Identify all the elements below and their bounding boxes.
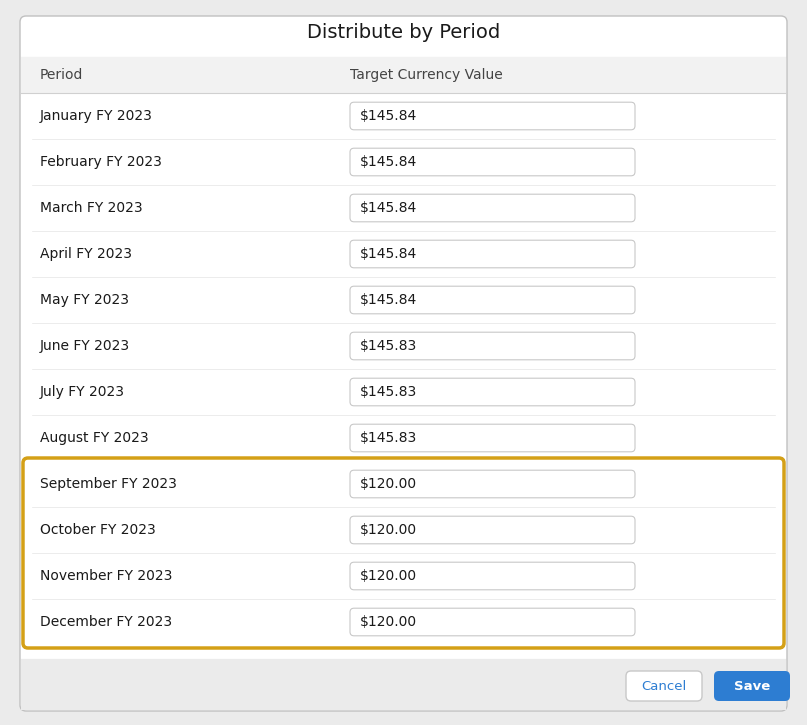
Text: $120.00: $120.00 — [360, 569, 417, 583]
FancyBboxPatch shape — [350, 471, 635, 498]
Text: $145.84: $145.84 — [360, 201, 417, 215]
Text: September FY 2023: September FY 2023 — [40, 477, 177, 491]
FancyBboxPatch shape — [714, 671, 790, 701]
Text: $120.00: $120.00 — [360, 523, 417, 537]
Text: Save: Save — [734, 679, 770, 692]
Text: $145.83: $145.83 — [360, 339, 417, 353]
FancyBboxPatch shape — [350, 148, 635, 175]
Text: Cancel: Cancel — [642, 679, 687, 692]
Text: $145.84: $145.84 — [360, 155, 417, 169]
Text: July FY 2023: July FY 2023 — [40, 385, 125, 399]
Text: October FY 2023: October FY 2023 — [40, 523, 156, 537]
FancyBboxPatch shape — [350, 286, 635, 314]
Text: $120.00: $120.00 — [360, 477, 417, 491]
FancyBboxPatch shape — [350, 102, 635, 130]
Text: $145.84: $145.84 — [360, 293, 417, 307]
Bar — [21, 57, 786, 93]
FancyBboxPatch shape — [350, 608, 635, 636]
Text: February FY 2023: February FY 2023 — [40, 155, 162, 169]
FancyBboxPatch shape — [350, 194, 635, 222]
FancyBboxPatch shape — [350, 378, 635, 406]
Text: November FY 2023: November FY 2023 — [40, 569, 173, 583]
Text: Distribute by Period: Distribute by Period — [307, 22, 500, 41]
FancyBboxPatch shape — [350, 562, 635, 590]
Text: $145.83: $145.83 — [360, 385, 417, 399]
Text: December FY 2023: December FY 2023 — [40, 615, 172, 629]
FancyBboxPatch shape — [626, 671, 702, 701]
FancyBboxPatch shape — [350, 332, 635, 360]
FancyBboxPatch shape — [20, 16, 787, 711]
Text: April FY 2023: April FY 2023 — [40, 247, 132, 261]
Text: May FY 2023: May FY 2023 — [40, 293, 129, 307]
Text: June FY 2023: June FY 2023 — [40, 339, 130, 353]
FancyBboxPatch shape — [350, 424, 635, 452]
Text: $145.84: $145.84 — [360, 247, 417, 261]
Text: Target Currency Value: Target Currency Value — [350, 68, 503, 82]
Text: January FY 2023: January FY 2023 — [40, 109, 153, 123]
FancyBboxPatch shape — [350, 240, 635, 268]
Text: August FY 2023: August FY 2023 — [40, 431, 148, 445]
Bar — [21, 659, 786, 710]
FancyBboxPatch shape — [350, 516, 635, 544]
Text: March FY 2023: March FY 2023 — [40, 201, 143, 215]
Text: $120.00: $120.00 — [360, 615, 417, 629]
Text: $145.84: $145.84 — [360, 109, 417, 123]
Text: $145.83: $145.83 — [360, 431, 417, 445]
Text: Period: Period — [40, 68, 83, 82]
